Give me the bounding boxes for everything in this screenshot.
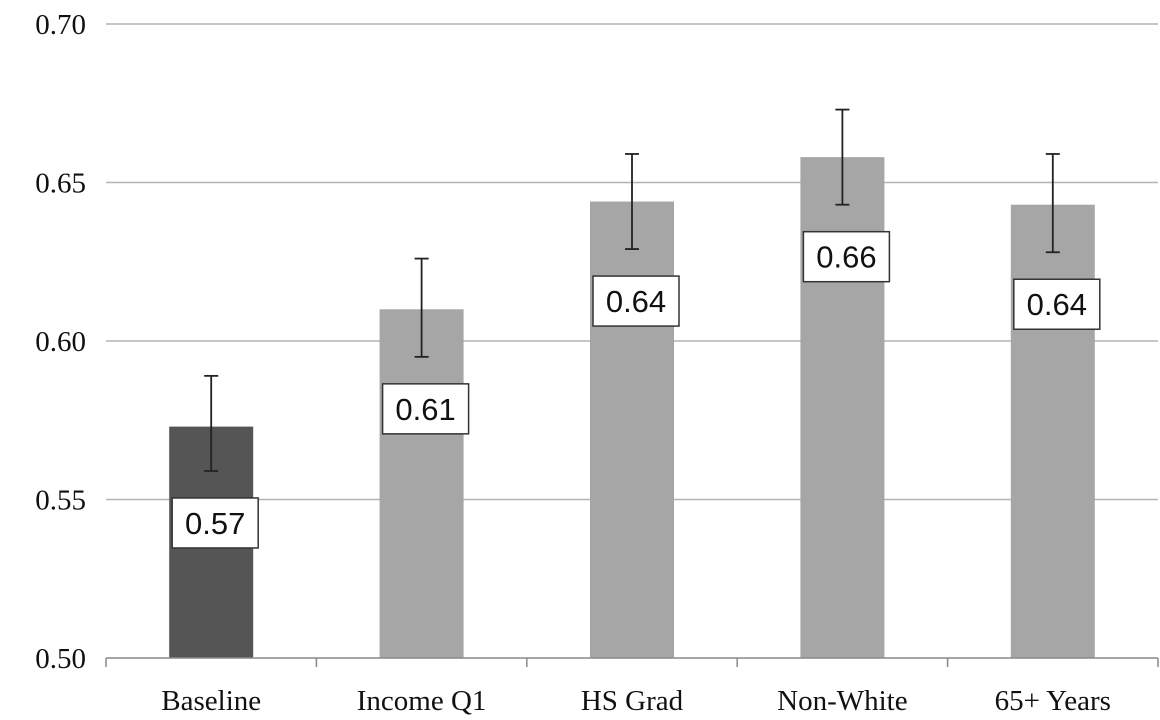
data-label-text: 0.61	[395, 392, 455, 427]
error-bar	[835, 108, 850, 206]
x-axis	[105, 657, 1159, 667]
error-bar	[1045, 153, 1060, 254]
data-label: 0.66	[802, 230, 891, 283]
data-label-text: 0.66	[816, 240, 876, 275]
x-category-label: Income Q1	[357, 685, 487, 717]
data-label-text: 0.64	[1027, 287, 1087, 322]
data-label: 0.64	[1013, 278, 1101, 330]
x-axis-category-labels: Baseline Income Q1 HS Grad Non-White 65+ Yea…	[161, 685, 1111, 717]
x-category-label: Non-White	[777, 685, 907, 717]
y-axis-tick-labels: 0.50 0.55 0.60 0.65 0.70	[35, 9, 86, 675]
bar-hs-grad	[590, 201, 674, 658]
data-label: 0.57	[171, 497, 259, 549]
y-tick-label: 0.55	[35, 485, 86, 517]
x-category-label: 65+ Years	[995, 685, 1111, 717]
data-label-text: 0.64	[606, 284, 666, 319]
error-bar	[414, 257, 429, 358]
y-tick-label: 0.50	[35, 643, 86, 675]
data-label: 0.64	[592, 275, 680, 327]
y-tick-label: 0.65	[35, 168, 86, 200]
y-tick-label: 0.70	[35, 9, 86, 41]
data-label: 0.61	[381, 383, 470, 435]
bar-income-q1	[379, 309, 464, 658]
error-bar	[204, 374, 219, 472]
x-category-label: HS Grad	[581, 685, 684, 717]
x-category-label: Baseline	[161, 685, 261, 717]
error-bars	[204, 108, 1060, 472]
error-bar	[625, 153, 639, 250]
data-labels: 0.57 0.61 0.64 0.66 0.64	[171, 230, 1101, 549]
bar-65-years	[1010, 204, 1095, 658]
y-tick-label: 0.60	[35, 326, 86, 358]
data-label-text: 0.57	[185, 506, 245, 541]
